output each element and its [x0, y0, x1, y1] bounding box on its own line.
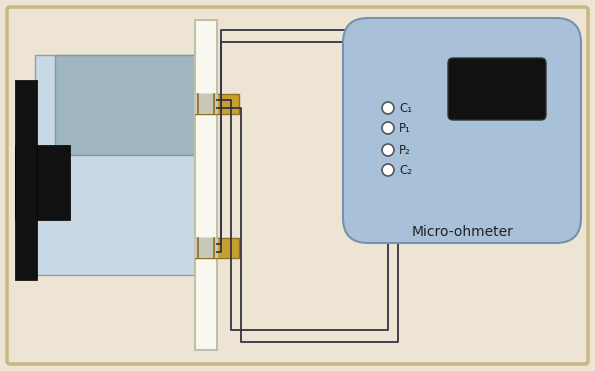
Bar [15, 80, 37, 280]
Text: C₂: C₂ [399, 164, 412, 177]
Bar [55, 55, 205, 155]
Bar [194, 94, 218, 114]
Text: P₂: P₂ [399, 144, 411, 157]
Circle shape [382, 122, 394, 134]
Bar [35, 55, 205, 275]
Circle shape [382, 144, 394, 156]
Text: Micro-ohmeter: Micro-ohmeter [412, 225, 514, 239]
Bar [195, 238, 239, 258]
FancyBboxPatch shape [7, 7, 588, 364]
Circle shape [382, 164, 394, 176]
Text: C₁: C₁ [399, 102, 412, 115]
Circle shape [382, 102, 394, 114]
FancyBboxPatch shape [448, 58, 546, 120]
Bar [195, 20, 217, 350]
FancyBboxPatch shape [343, 18, 581, 243]
Bar [15, 145, 70, 220]
Text: P₁: P₁ [399, 121, 411, 135]
Bar [195, 94, 239, 114]
Bar [194, 238, 218, 258]
